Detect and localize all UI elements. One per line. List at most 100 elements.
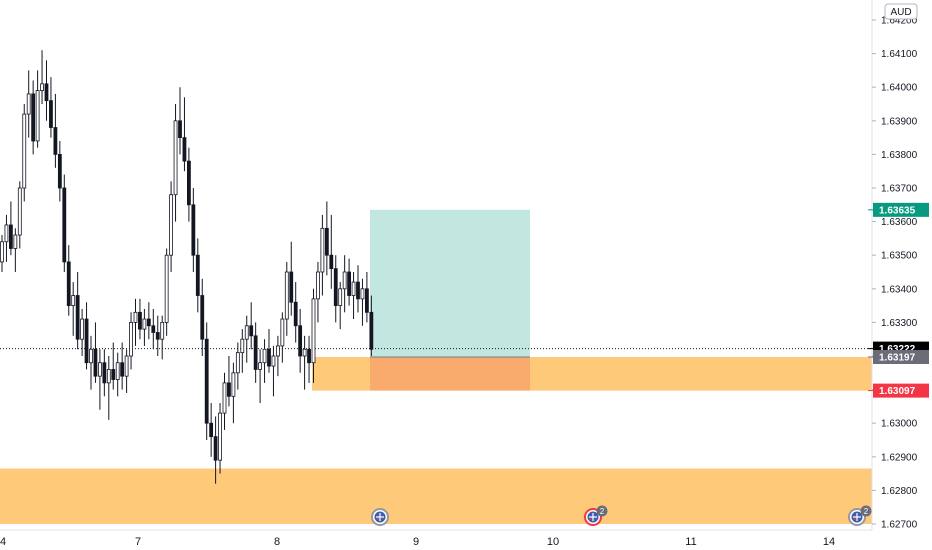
currency-button[interactable]: AUD [884, 3, 918, 20]
candle-body [26, 93, 31, 115]
price-tick-label: 1.63000 [881, 419, 918, 430]
candle-body [231, 372, 236, 397]
candle-body [120, 362, 125, 377]
candle-body [240, 338, 245, 354]
candle-body [182, 137, 187, 162]
economic-event-flag-icon[interactable]: 2 [584, 505, 608, 526]
price-tag: 1.63635 [868, 202, 929, 217]
candle-body [160, 321, 165, 340]
candle [102, 349, 107, 397]
candle [164, 248, 169, 336]
candle [4, 214, 9, 262]
candle-body [244, 325, 249, 340]
candle-body [347, 271, 352, 296]
candle-body [222, 382, 227, 414]
candle-body [275, 345, 280, 357]
candle-body [302, 348, 307, 357]
candle [360, 278, 365, 326]
candle-body [80, 318, 84, 340]
candle [133, 298, 138, 346]
candle-body [209, 422, 214, 438]
candle [200, 278, 205, 356]
economic-event-flag-icon[interactable]: 2 [848, 505, 872, 526]
candle-body [267, 348, 271, 367]
price-tag-label: 1.63635 [879, 205, 916, 216]
price-tick-label: 1.63400 [881, 284, 918, 295]
price-tick-label: 1.63600 [881, 217, 918, 228]
candle-body [71, 295, 76, 306]
candle-body [89, 348, 93, 364]
candle [186, 147, 191, 222]
candle-body [98, 362, 102, 377]
candle-body [133, 311, 138, 323]
candle-body [342, 271, 347, 290]
price-tick-label: 1.62900 [881, 452, 918, 463]
price-tag: 1.63097 [868, 383, 929, 398]
candle [44, 60, 49, 121]
candle-body [0, 241, 4, 263]
event-count-badge [596, 505, 608, 517]
candle [111, 342, 116, 390]
candle [13, 228, 18, 272]
candle-body [186, 160, 191, 206]
candle [120, 342, 125, 390]
candle-body [213, 436, 218, 461]
candle-body [44, 83, 49, 102]
price-tick-label: 1.62800 [881, 486, 918, 497]
candle [280, 312, 285, 363]
price-tick-label: 1.63300 [881, 318, 918, 329]
candle-body [151, 325, 156, 333]
candles-layer [0, 50, 374, 484]
candle-body [311, 298, 316, 364]
candle [262, 339, 267, 383]
candle [351, 272, 356, 320]
candle-body [138, 311, 142, 330]
candle-body [178, 120, 182, 139]
candle-body [49, 100, 53, 128]
event-count-label: 2 [864, 507, 869, 516]
candle [66, 245, 71, 316]
candle-body [195, 254, 200, 296]
date-tick-label: 7 [135, 536, 141, 548]
candle [369, 295, 374, 356]
candle [124, 349, 129, 393]
candle [298, 308, 303, 373]
price-tick-label: 1.63800 [881, 150, 918, 161]
candle [40, 50, 44, 104]
candle [160, 315, 165, 360]
candle-body [66, 261, 71, 307]
candle [284, 261, 289, 336]
candle [71, 282, 76, 336]
candle-body [111, 369, 116, 380]
candle [267, 329, 271, 373]
candle-body [227, 382, 231, 397]
candle-body [169, 194, 174, 256]
price-tag-bg [873, 383, 929, 398]
candle-body [173, 120, 178, 196]
candle [84, 302, 89, 370]
stop-area[interactable] [370, 357, 530, 391]
support-zone[interactable] [0, 468, 872, 524]
time-axis[interactable]: 4 7 8 9 10 11 14 [0, 536, 835, 548]
candle [364, 272, 369, 323]
economic-event-flag-icon[interactable] [371, 508, 389, 526]
candle-body [356, 281, 360, 300]
target-area[interactable] [370, 209, 530, 358]
candle [213, 416, 218, 484]
candle-body [253, 335, 258, 370]
price-tag-label: 1.63097 [879, 386, 916, 397]
candle-body [329, 254, 334, 270]
candle [311, 288, 316, 383]
currency-label: AUD [890, 7, 911, 18]
candle-body [271, 355, 276, 367]
candle [178, 87, 182, 155]
long-position-tool[interactable] [370, 209, 530, 391]
candle-body [280, 318, 285, 347]
candle [26, 70, 31, 138]
candle [80, 308, 84, 356]
candle-body [200, 295, 205, 340]
candle-body [129, 321, 133, 357]
